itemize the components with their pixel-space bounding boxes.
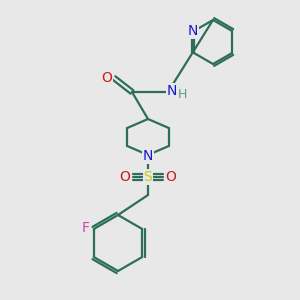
Text: O: O	[102, 71, 112, 85]
Text: O: O	[120, 170, 130, 184]
Text: H: H	[177, 88, 187, 101]
Text: O: O	[166, 170, 176, 184]
Text: F: F	[82, 221, 90, 235]
Text: N: N	[188, 24, 198, 38]
Text: S: S	[144, 170, 152, 184]
Text: N: N	[167, 84, 177, 98]
Text: N: N	[143, 149, 153, 163]
